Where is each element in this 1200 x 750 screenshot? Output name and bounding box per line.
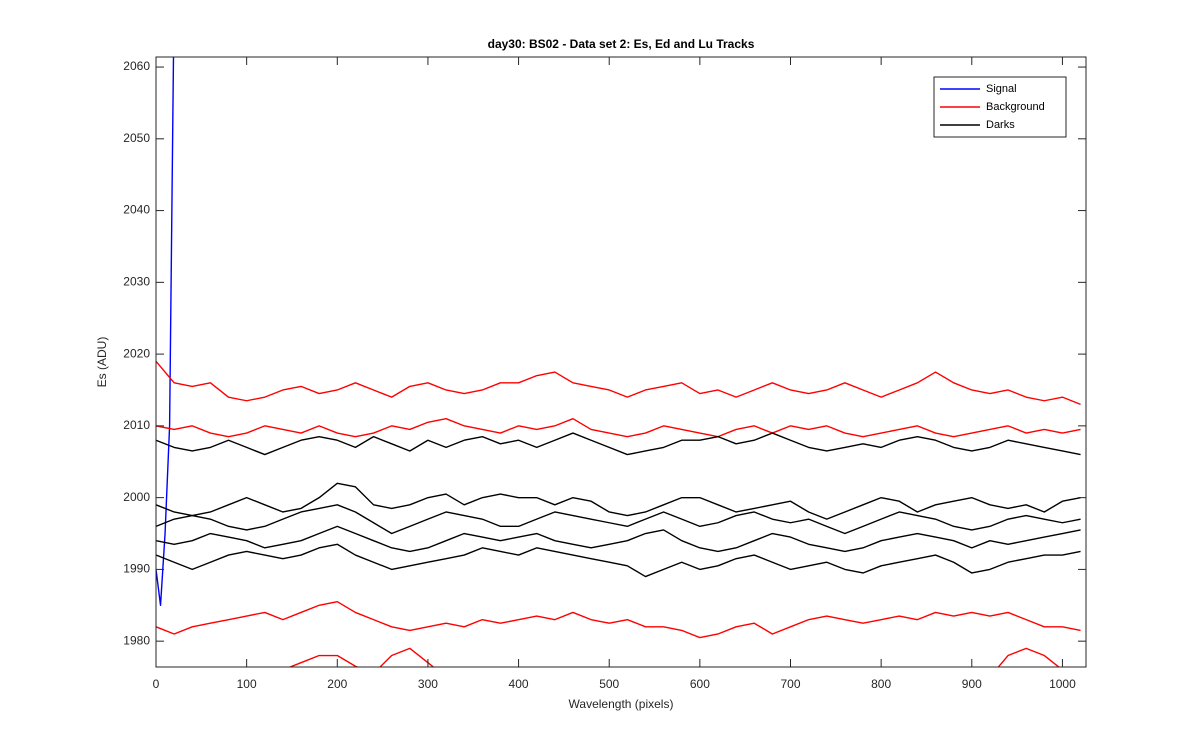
legend-label: Signal	[986, 83, 1017, 95]
x-tick-label: 200	[327, 677, 347, 691]
x-tick-label: 700	[780, 677, 800, 691]
x-tick-label: 500	[599, 677, 619, 691]
chart-title: day30: BS02 - Data set 2: Es, Ed and Lu …	[488, 37, 755, 51]
y-tick-label: 2000	[123, 490, 150, 504]
legend-label: Darks	[986, 119, 1015, 131]
x-tick-label: 0	[153, 677, 160, 691]
series-line	[156, 57, 175, 606]
y-tick-label: 2010	[123, 418, 150, 432]
x-tick-label: 1000	[1049, 677, 1076, 691]
y-tick-label: 2020	[123, 346, 150, 360]
x-tick-label: 100	[237, 677, 257, 691]
y-tick-label: 2050	[123, 131, 150, 145]
series-line	[288, 647, 1060, 667]
y-tick-label: 1980	[123, 633, 150, 647]
y-tick-label: 2030	[123, 275, 150, 289]
x-tick-label: 800	[871, 677, 891, 691]
lines	[156, 57, 1081, 667]
x-axis-label: Wavelength (pixels)	[569, 697, 674, 711]
plot-area	[156, 57, 1086, 667]
x-tick-label: 900	[962, 677, 982, 691]
series-line	[156, 504, 1081, 535]
y-tick-label: 1990	[123, 562, 150, 576]
series-line	[156, 432, 1081, 456]
x-tick-label: 600	[690, 677, 710, 691]
legend-label: Background	[986, 101, 1045, 113]
series-line	[156, 360, 1081, 405]
series-line	[156, 482, 1081, 520]
axes-box	[155, 56, 1087, 668]
y-tick-label: 2040	[123, 203, 150, 217]
series-line	[156, 525, 1081, 553]
x-tick-label: 300	[418, 677, 438, 691]
series-line	[156, 600, 1081, 639]
series-line	[156, 417, 1081, 438]
x-tick-label: 400	[509, 677, 529, 691]
y-tick-label: 2060	[123, 59, 150, 73]
legend: Signal Background Darks	[933, 76, 1067, 138]
series-line	[156, 543, 1081, 578]
y-axis-label: Es (ADU)	[95, 337, 109, 388]
